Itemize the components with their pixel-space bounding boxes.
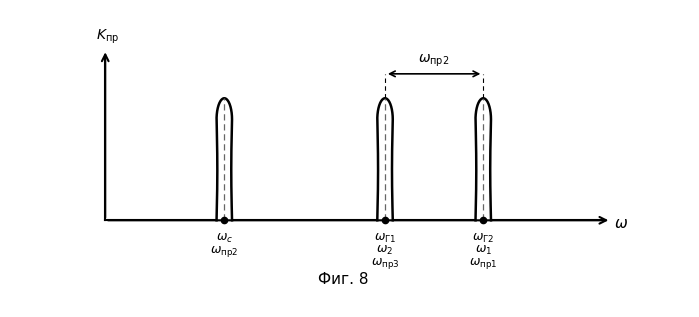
- Polygon shape: [217, 98, 232, 220]
- Polygon shape: [475, 98, 491, 220]
- Text: $\omega_{\mathrm{пр2}}$: $\omega_{\mathrm{пр2}}$: [210, 244, 238, 259]
- Text: Фиг. 8: Фиг. 8: [318, 272, 368, 288]
- Text: $\omega_{\mathrm{пр1}}$: $\omega_{\mathrm{пр1}}$: [469, 256, 498, 271]
- Polygon shape: [377, 98, 393, 220]
- Text: $\omega_{\Gamma 2}$: $\omega_{\Gamma 2}$: [473, 232, 494, 245]
- Text: $\omega_{\Gamma 1}$: $\omega_{\Gamma 1}$: [374, 232, 396, 245]
- Text: $\omega_{\mathrm{пр3}}$: $\omega_{\mathrm{пр3}}$: [370, 256, 399, 271]
- Text: $\omega$: $\omega$: [614, 216, 628, 231]
- Text: $\omega_1$: $\omega_1$: [475, 244, 492, 257]
- Text: $\omega_c$: $\omega_c$: [216, 232, 233, 245]
- Text: $\omega_{\mathrm{пр2}}$: $\omega_{\mathrm{пр2}}$: [419, 53, 450, 69]
- Text: $K_{\mathrm{пр}}$: $K_{\mathrm{пр}}$: [96, 28, 120, 46]
- Text: $\omega_2$: $\omega_2$: [377, 244, 394, 257]
